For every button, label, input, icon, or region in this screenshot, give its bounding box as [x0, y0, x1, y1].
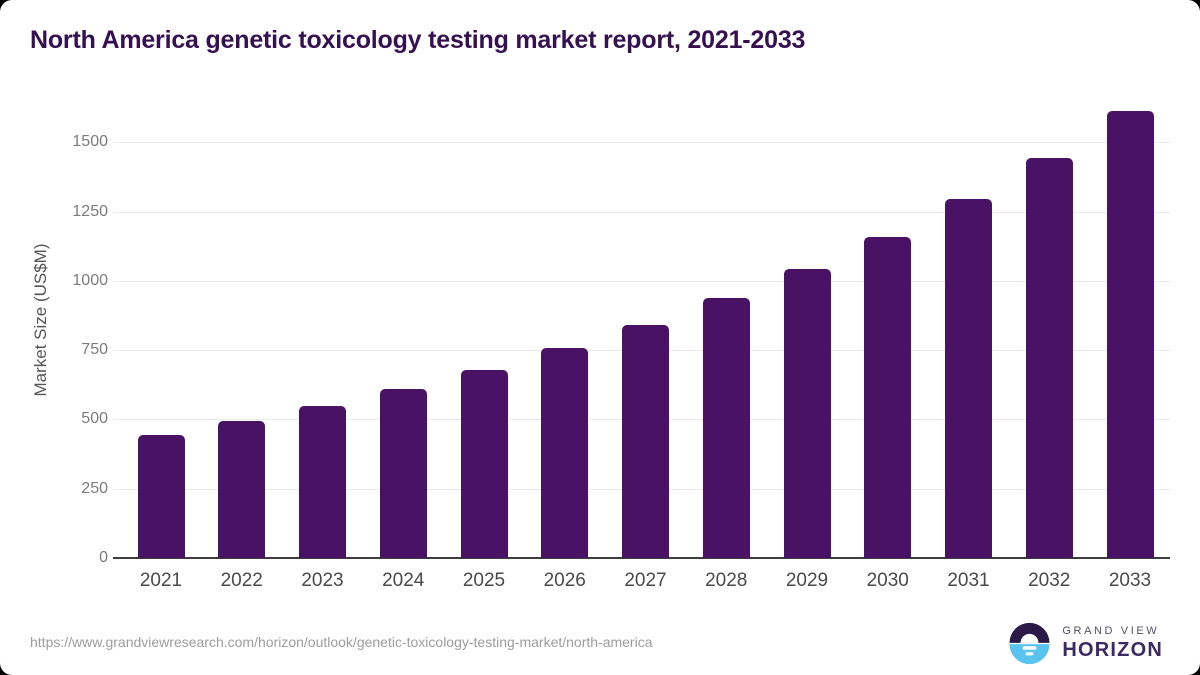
bar-2023[interactable] — [299, 406, 346, 558]
logo-line2: HORIZON — [1062, 639, 1163, 661]
horizon-sun-icon — [1009, 622, 1050, 665]
x-tick-label-2025: 2025 — [462, 570, 506, 591]
x-tick-label-2030: 2030 — [866, 570, 909, 591]
y-tick-label-1500: 1500 — [72, 133, 108, 151]
bar-2033[interactable] — [1106, 111, 1154, 558]
y-tick-label-1000: 1000 — [72, 271, 108, 289]
bar-2029[interactable] — [783, 269, 831, 558]
gridline-1250 — [113, 211, 1170, 213]
bar-2031[interactable] — [945, 199, 992, 558]
x-tick-label-2022: 2022 — [220, 570, 263, 591]
logo-line1: GRAND VIEW — [1062, 625, 1160, 637]
bar-2025[interactable] — [460, 370, 508, 558]
bar-2028[interactable] — [702, 298, 750, 558]
bar-2024[interactable] — [379, 389, 427, 558]
x-tick-label-2021: 2021 — [139, 570, 183, 591]
x-tick-label-2032: 2032 — [1028, 570, 1071, 591]
y-tick-label-250: 250 — [81, 479, 108, 497]
chart-title: North America genetic toxicology testing… — [30, 26, 806, 54]
x-tick-label-2031: 2031 — [947, 570, 990, 591]
y-tick-label-0: 0 — [99, 549, 108, 566]
x-tick-label-2023: 2023 — [301, 570, 344, 591]
bar-2022[interactable] — [218, 421, 266, 558]
y-tick-label-750: 750 — [81, 341, 108, 359]
bar-2026[interactable] — [541, 348, 589, 558]
bar-2027[interactable] — [622, 325, 669, 558]
y-tick-label-500: 500 — [81, 410, 108, 428]
bar-2032[interactable] — [1025, 157, 1073, 558]
logo-text: GRAND VIEW HORIZON — [1062, 625, 1163, 662]
x-axis-line — [113, 557, 1170, 559]
bar-2021[interactable] — [137, 435, 185, 558]
x-tick-label-2028: 2028 — [705, 570, 748, 591]
gridline-1000 — [113, 280, 1170, 282]
x-tick-label-2029: 2029 — [785, 570, 829, 591]
x-tick-label-2026: 2026 — [543, 570, 586, 591]
source-url: https://www.grandviewresearch.com/horizo… — [30, 634, 653, 650]
y-axis-title: Market Size (US$M) — [31, 243, 50, 397]
y-tick-label-1250: 1250 — [72, 202, 108, 220]
gridline-1500 — [113, 142, 1170, 144]
bar-2030[interactable] — [864, 236, 912, 558]
grand-view-horizon-logo[interactable]: GRAND VIEW HORIZON — [1007, 621, 1163, 666]
x-tick-label-2033: 2033 — [1108, 570, 1152, 591]
x-tick-label-2024: 2024 — [382, 570, 425, 591]
x-tick-label-2027: 2027 — [624, 570, 667, 591]
